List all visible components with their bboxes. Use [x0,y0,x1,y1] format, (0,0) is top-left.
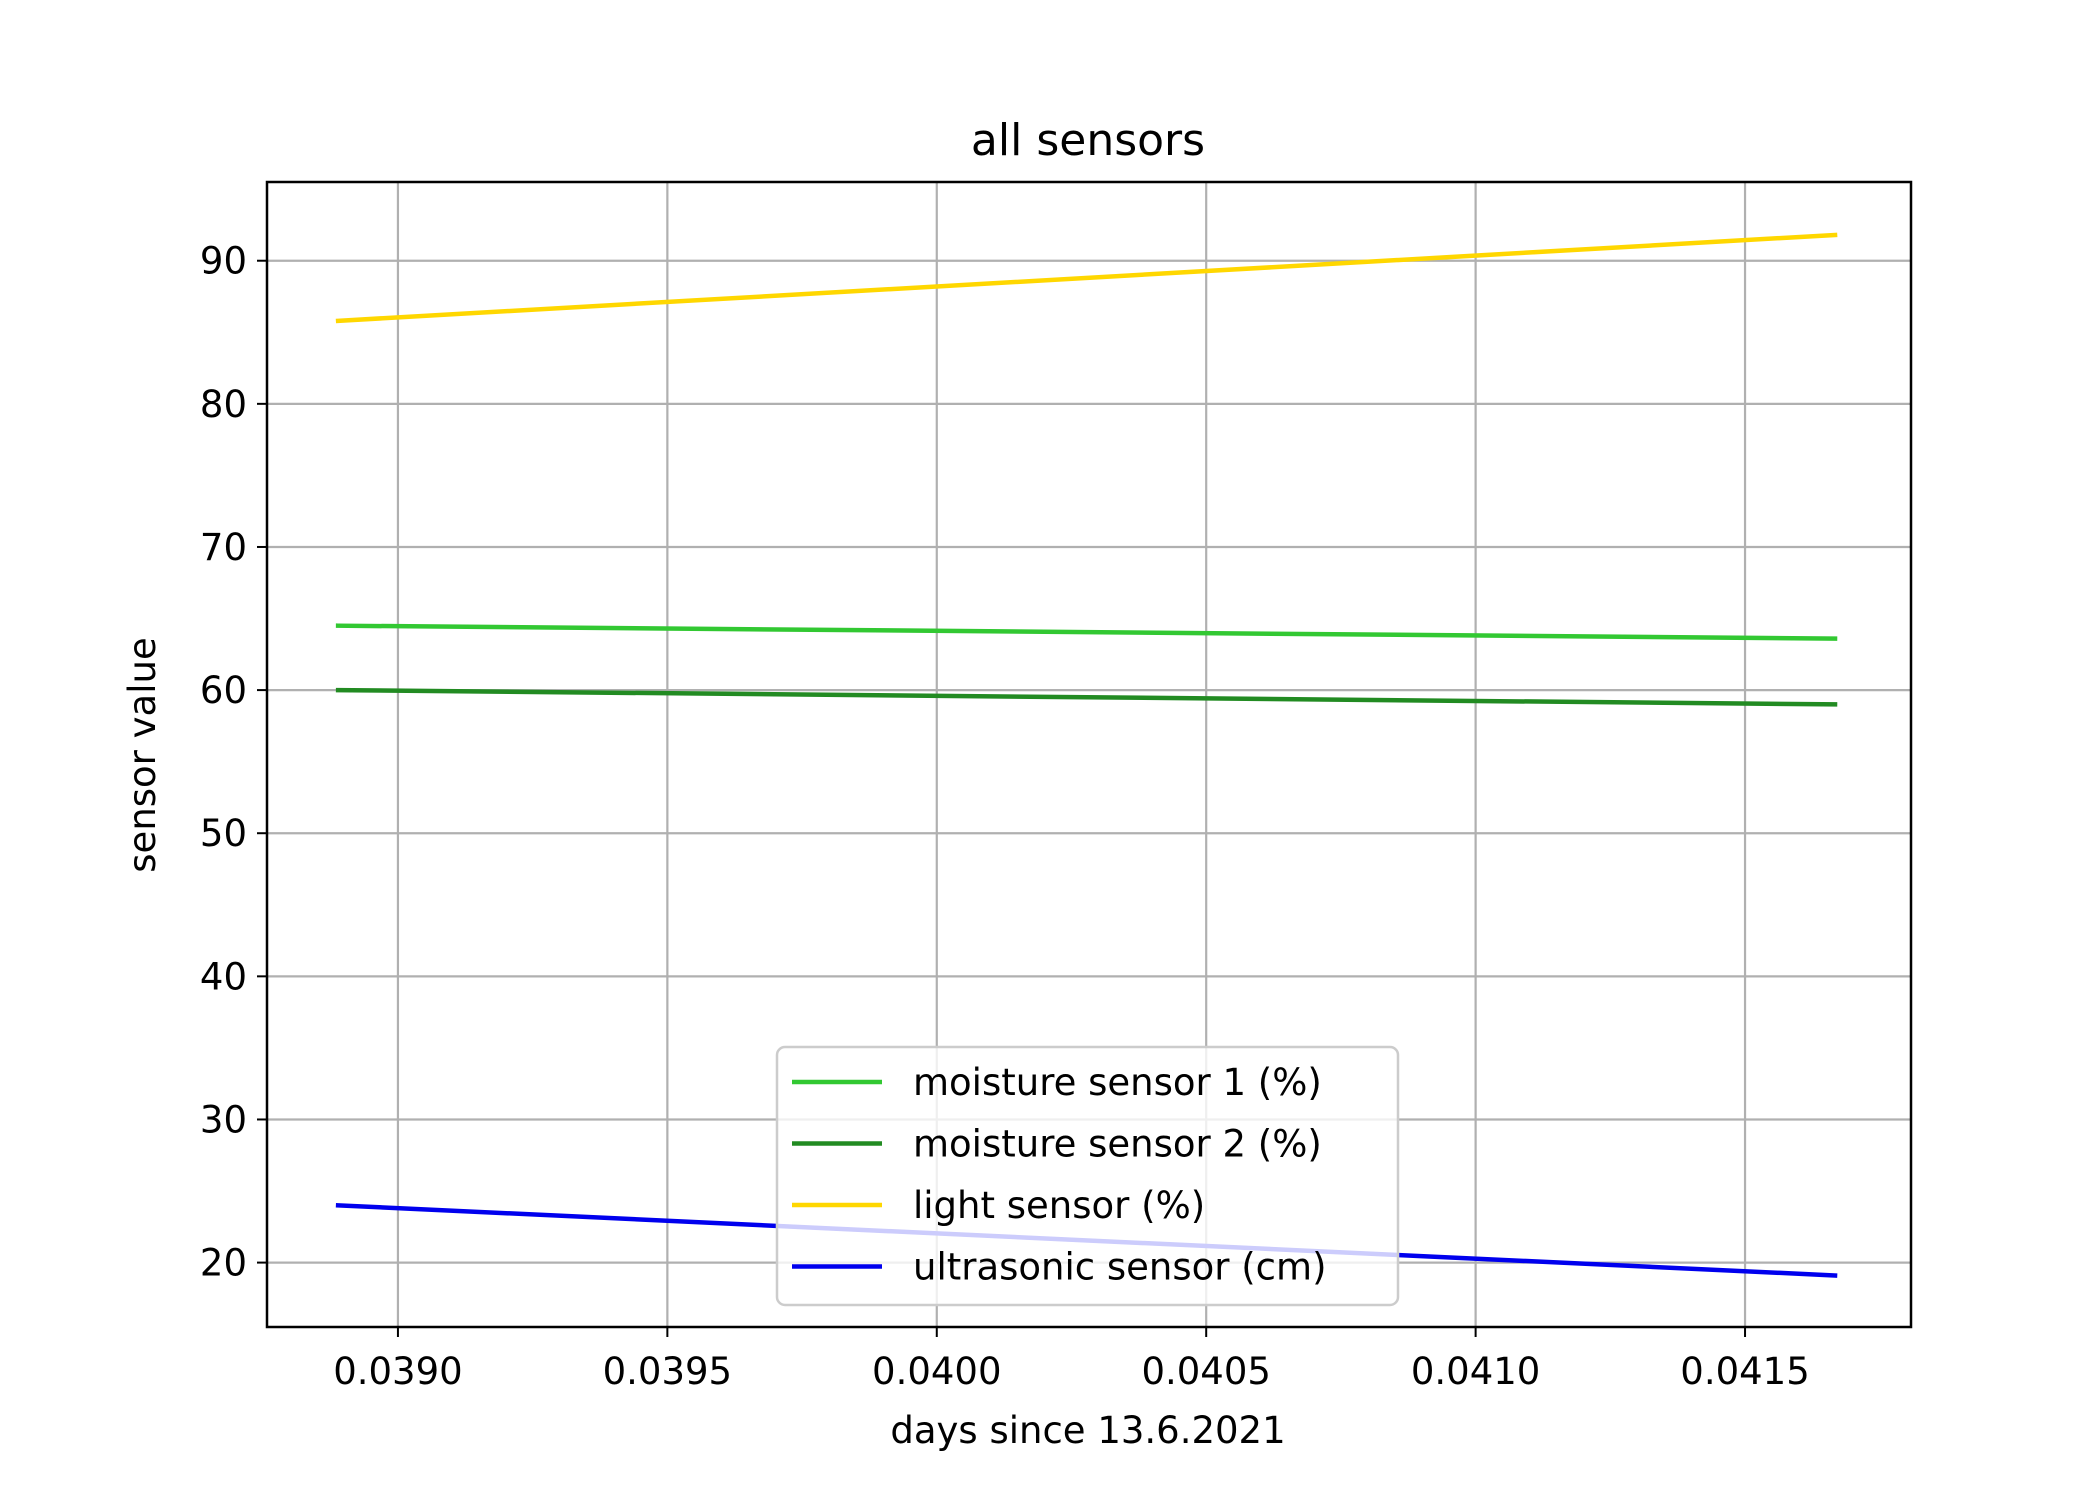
y-tick-label: 40 [200,955,247,998]
chart-title: all sensors [971,115,1205,166]
legend: moisture sensor 1 (%) moisture sensor 2 (… [775,1045,1400,1307]
x-tick-label: 0.0390 [333,1350,462,1393]
y-axis-label: sensor value [121,637,164,872]
x-axis-ticks: 0.0390 0.0395 0.0400 0.0405 0.0410 0.0415 [333,1327,1810,1393]
legend-label: ultrasonic sensor (cm) [913,1246,1327,1289]
plot-frame [265,180,1913,1329]
series-line-1 [335,623,1838,641]
y-tick-label: 70 [200,526,247,569]
y-tick-label: 90 [200,240,247,283]
series-line-3 [335,232,1838,324]
x-tick-label: 0.0415 [1680,1350,1809,1393]
y-tick-label: 80 [200,383,247,426]
x-tick-label: 0.0410 [1411,1350,1540,1393]
legend-label: light sensor (%) [913,1184,1205,1227]
y-tick-label: 30 [200,1098,247,1141]
y-tick-label: 20 [200,1242,247,1285]
x-tick-label: 0.0395 [603,1350,732,1393]
y-tick-label: 50 [200,812,247,855]
y-tick-label: 60 [200,669,247,712]
x-axis-label: days since 13.6.2021 [890,1409,1285,1452]
x-tick-label: 0.0400 [872,1350,1001,1393]
x-tick-label: 0.0405 [1141,1350,1270,1393]
legend-label: moisture sensor 2 (%) [913,1123,1322,1166]
y-axis-ticks: 20 30 40 50 60 70 80 90 [200,240,267,1285]
series-line-2 [335,687,1838,707]
legend-box [775,1045,1400,1307]
legend-label: moisture sensor 1 (%) [913,1061,1322,1104]
grid [267,182,1911,1327]
